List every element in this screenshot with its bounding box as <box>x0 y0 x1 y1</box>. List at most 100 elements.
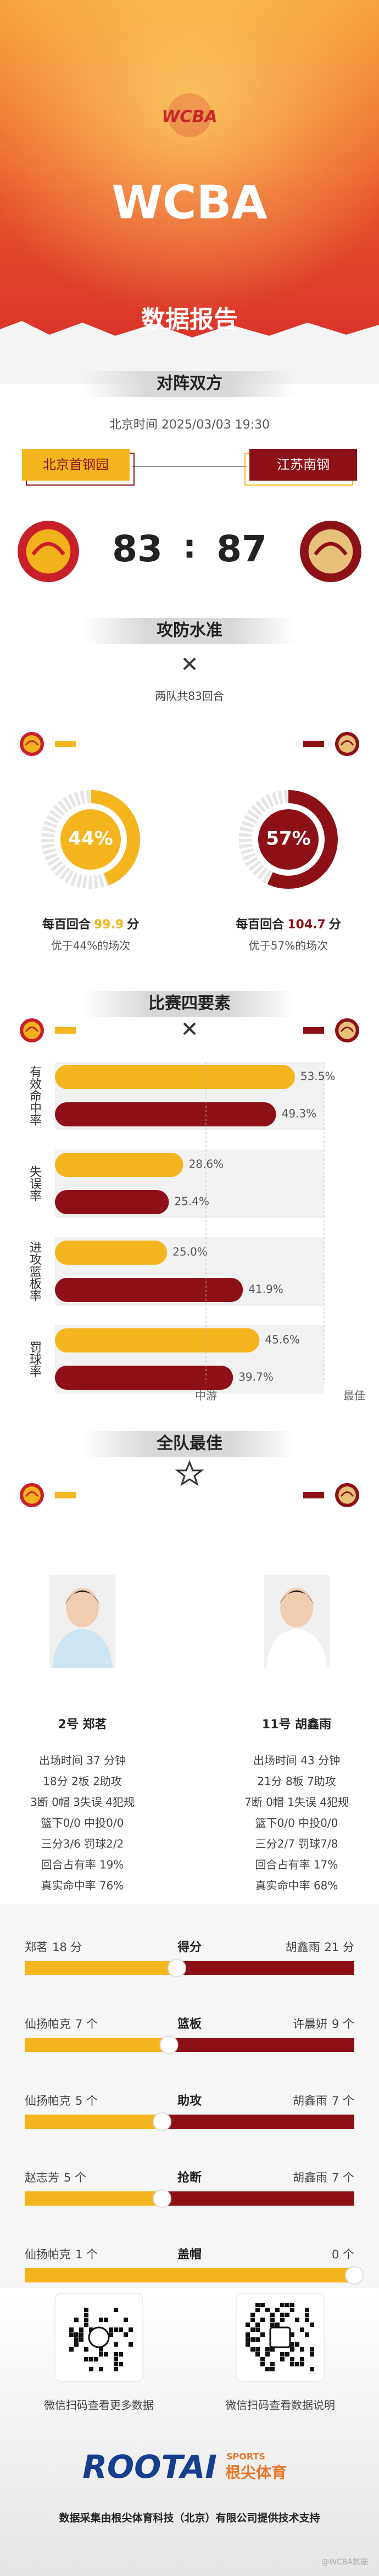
left-leader: 仙扬帕克 7 个 <box>25 2017 98 2031</box>
leader-name: 许晨妍 <box>293 2017 327 2031</box>
team-box <box>22 449 130 481</box>
qr-dot <box>285 2303 289 2307</box>
factor-bar <box>55 1241 168 1265</box>
qr-dot <box>275 2308 280 2312</box>
qr-dot <box>89 2357 93 2361</box>
compare-bar-left <box>25 2191 162 2206</box>
qr-dot <box>260 2332 265 2337</box>
qr-dot <box>99 2367 103 2371</box>
leader-value: 18 分 <box>52 1941 82 1954</box>
qr-dot <box>84 2357 88 2361</box>
factor-label: 进攻篮板率 <box>27 1241 42 1301</box>
rating-note: 优于44%的场次 <box>51 939 130 952</box>
qr-dot <box>104 2352 108 2357</box>
factor-bar <box>55 1366 233 1390</box>
credit: 数据采集由根尖体育科技（北京）有限公司提供技术支持 <box>59 2512 320 2524</box>
compare-category: 助攻 <box>177 2094 202 2108</box>
compare-knob <box>345 2266 364 2285</box>
away-team: 江苏南钢 <box>277 457 330 472</box>
qr-dot <box>246 2323 250 2327</box>
rating-prefix: 每百回合 <box>236 917 285 932</box>
player-stat: 7断 0帽 1失误 4犯规 <box>244 1796 349 1809</box>
photo-body <box>52 1628 113 1668</box>
right-leader: 胡鑫雨 7 个 <box>293 2171 354 2184</box>
player-stat: 三分3/6 罚球2/2 <box>41 1837 124 1851</box>
qr-dot <box>84 2347 88 2352</box>
qr-dot <box>114 2352 118 2357</box>
qr-dot <box>114 2357 118 2361</box>
brand-en: SPORTS <box>226 2451 265 2462</box>
team-box <box>249 449 357 481</box>
qr-dot <box>265 2352 270 2357</box>
logo-mark <box>340 1027 354 1033</box>
compare-category: 得分 <box>177 1940 202 1954</box>
qr-dot <box>265 2367 270 2371</box>
qr-dot <box>255 2323 260 2327</box>
section-title: 全队最佳 <box>156 1434 222 1453</box>
qr-dot <box>119 2362 123 2366</box>
qr-dot <box>250 2347 255 2352</box>
rating-prefix: 每百回合 <box>42 917 91 932</box>
qr-dot <box>280 2357 285 2361</box>
qr-caption: 微信扫码查看更多数据 <box>44 2399 154 2412</box>
qr-dot <box>79 2327 83 2332</box>
qr-dot <box>280 2303 285 2307</box>
qr-dot <box>69 2332 74 2337</box>
section-title: 攻防水准 <box>157 621 222 640</box>
qr-center <box>88 2326 110 2348</box>
rating-note: 优于57%的场次 <box>249 939 328 952</box>
qr-dot <box>69 2327 74 2332</box>
team-logo <box>300 521 361 582</box>
donut-core <box>60 809 121 870</box>
qr-dot <box>129 2327 133 2332</box>
rating-line: 每百回合 99.9 分 <box>42 917 139 932</box>
qr-dot <box>280 2352 285 2357</box>
factor-value: 39.7% <box>238 1371 274 1384</box>
compare-knob <box>153 2112 171 2131</box>
qr-dot <box>310 2352 314 2357</box>
qr-dot <box>260 2303 265 2307</box>
qr-dot <box>265 2347 270 2352</box>
factor-value: 25.4% <box>174 1195 209 1208</box>
donut-core <box>258 809 319 870</box>
section-title: 比赛四要素 <box>148 994 231 1013</box>
qr-dot <box>310 2347 314 2352</box>
player-stat: 真实命中率 76% <box>41 1879 124 1892</box>
logo-mark <box>314 542 348 556</box>
torn-edge <box>0 321 379 384</box>
qr-dot <box>255 2308 260 2312</box>
player-stat: 回合占有率 19% <box>41 1858 124 1872</box>
factor-bar <box>55 1190 169 1214</box>
compare-bar-right <box>176 1961 354 1975</box>
right-leader: 0 个 <box>332 2248 354 2261</box>
qr-dot <box>250 2337 255 2342</box>
compare-knob <box>159 2036 179 2054</box>
logo-mark <box>340 740 354 746</box>
leader-name: 胡鑫雨 <box>293 2171 327 2184</box>
qr-dot <box>295 2318 299 2322</box>
player-stat: 篮下0/0 中投0/0 <box>255 1817 338 1830</box>
right-leader: 胡鑫雨 21 分 <box>286 1941 354 1954</box>
qr-dot <box>89 2327 93 2332</box>
compare-category: 抢断 <box>177 2171 202 2185</box>
compare-category: 篮板 <box>177 2017 202 2031</box>
photo-head <box>280 1588 313 1627</box>
factor-bar <box>55 1328 260 1352</box>
photo-hair <box>65 1590 100 1605</box>
section-title: 对阵双方 <box>157 374 222 393</box>
team-logo <box>18 521 79 582</box>
logo-mark <box>25 1027 39 1033</box>
leader-name: 仙扬帕克 <box>25 2017 71 2031</box>
leader-value: 5 个 <box>64 2171 86 2184</box>
qr-dot <box>310 2323 314 2327</box>
logo-inner <box>308 529 353 574</box>
qr-dot <box>290 2308 294 2312</box>
donut-arc <box>41 790 140 889</box>
qr-dot <box>129 2342 133 2347</box>
leader-name: 仙扬帕克 <box>25 2248 71 2261</box>
qr-dot <box>84 2313 88 2317</box>
main-title: WCBA <box>112 176 267 229</box>
title-band <box>82 618 297 644</box>
